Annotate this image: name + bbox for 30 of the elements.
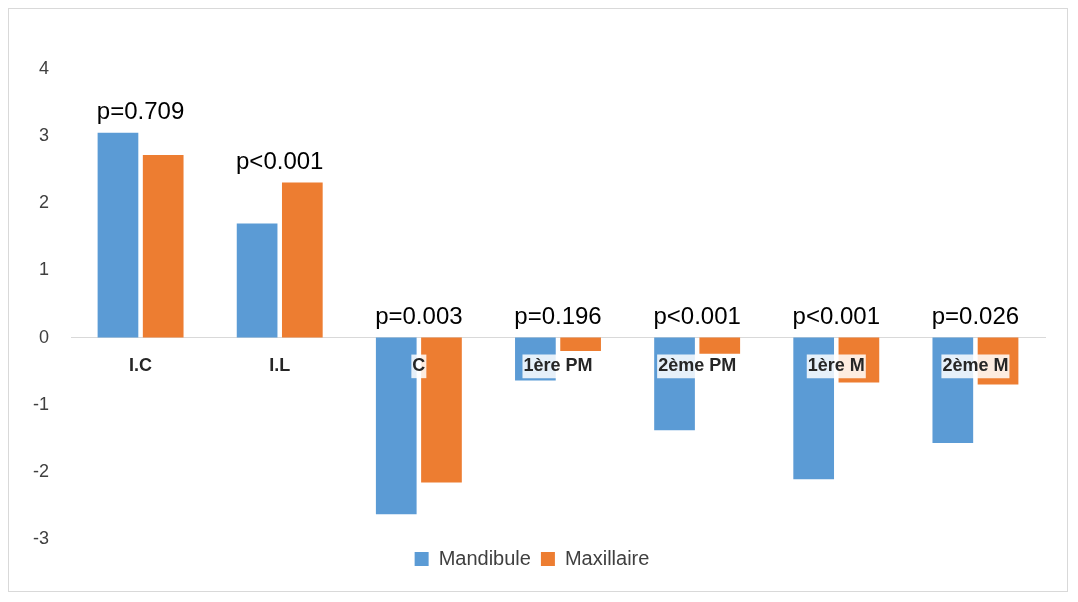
annotation: p=0.003 — [375, 302, 463, 330]
y-tick-label: -2 — [32, 460, 49, 481]
annotation: p<0.001 — [792, 302, 880, 330]
legend-label: Maxillaire — [564, 546, 650, 569]
annotation: p=0.026 — [931, 302, 1020, 330]
x-tick-label: C — [412, 355, 426, 376]
x-tick-label: I.C — [129, 355, 153, 376]
bar — [281, 182, 323, 338]
bar — [560, 337, 601, 351]
y-tick-label: 4 — [38, 57, 49, 78]
bar — [142, 154, 184, 338]
y-tick-label: 1 — [38, 259, 49, 280]
legend-label: Mandibule — [438, 546, 531, 569]
y-tick-label: -1 — [32, 393, 49, 414]
x-tick-label: 2ème M — [942, 355, 1009, 376]
y-tick-label: 2 — [38, 192, 49, 213]
annotation: p<0.001 — [236, 147, 324, 175]
annotation: p=0.709 — [96, 97, 185, 125]
annotation: p<0.001 — [653, 302, 741, 330]
y-tick-label: -3 — [32, 527, 49, 548]
y-tick-label: 3 — [38, 125, 49, 146]
x-tick-label: 1ère M — [807, 355, 865, 376]
bar — [236, 223, 278, 338]
annotation: p=0.196 — [514, 302, 602, 330]
x-tick-label: I.L — [269, 355, 291, 376]
x-tick-label: 1ère PM — [523, 355, 593, 376]
bar — [699, 337, 741, 354]
x-tick-label: 2ème PM — [658, 355, 737, 376]
y-tick-label: 0 — [38, 326, 49, 347]
bar — [97, 132, 139, 338]
